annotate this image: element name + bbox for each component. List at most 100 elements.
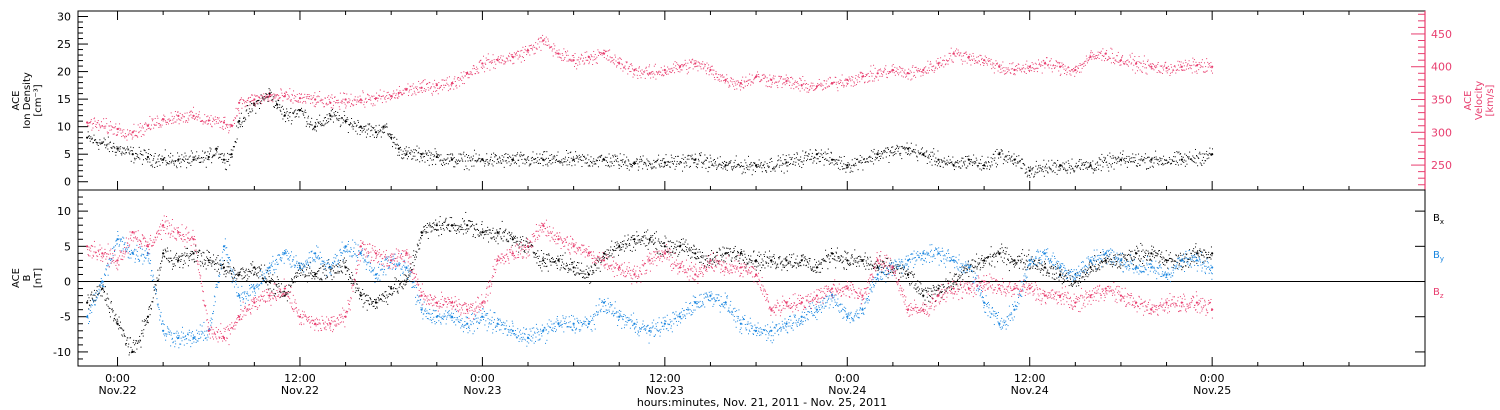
density-sample <box>519 154 521 156</box>
velocity-sample <box>378 94 380 96</box>
velocity-sample <box>400 92 402 94</box>
velocity-point <box>238 101 241 104</box>
velocity-sample <box>238 112 240 114</box>
velocity-sample <box>643 71 645 73</box>
density-sample <box>505 160 507 162</box>
bx-point <box>937 287 940 290</box>
density-sample <box>527 156 529 158</box>
velocity-sample <box>745 76 747 78</box>
velocity-sample <box>342 100 344 102</box>
density-sample <box>282 108 284 110</box>
density-sample <box>224 168 226 170</box>
velocity-sample <box>822 85 824 87</box>
bx-sample <box>233 276 235 278</box>
density-sample <box>246 109 248 111</box>
density-sample <box>229 164 231 166</box>
bx-sample <box>178 255 180 257</box>
density-sample <box>811 155 813 157</box>
density-sample <box>1206 150 1208 152</box>
velocity-sample <box>900 71 902 73</box>
density-sample <box>1146 168 1148 170</box>
density-sample <box>226 169 228 171</box>
velocity-sample <box>878 69 880 71</box>
velocity-sample <box>782 78 784 80</box>
density-sample <box>957 160 959 162</box>
density-sample <box>906 147 908 149</box>
density-sample <box>439 159 441 161</box>
density-sample <box>88 136 90 138</box>
velocity-sample <box>919 70 921 72</box>
density-sample <box>1083 162 1085 164</box>
density-sample <box>562 158 564 160</box>
density-sample <box>233 146 235 148</box>
density-sample <box>526 158 528 160</box>
density-sample <box>1039 170 1041 172</box>
velocity-sample <box>91 123 93 125</box>
velocity-sample <box>423 88 425 90</box>
density-sample <box>141 163 143 165</box>
density-sample <box>319 114 321 116</box>
density-sample <box>145 158 147 160</box>
density-sample <box>1082 168 1084 170</box>
velocity-sample <box>685 62 687 64</box>
bx-sample <box>182 263 184 265</box>
density-sample <box>687 154 689 156</box>
velocity-sample <box>508 56 510 58</box>
velocity-sample <box>969 59 971 61</box>
density-sample <box>693 159 695 161</box>
density-sample <box>891 152 893 154</box>
density-sample <box>593 158 595 160</box>
velocity-sample <box>440 85 442 87</box>
velocity-sample <box>948 60 950 62</box>
density-sample <box>1052 170 1054 172</box>
velocity-sample <box>1098 57 1100 59</box>
velocity-sample <box>122 135 124 137</box>
bx-sample <box>263 278 265 280</box>
density-sample <box>983 168 985 170</box>
velocity-sample <box>769 78 771 80</box>
density-sample <box>357 121 359 123</box>
velocity-sample <box>351 102 353 104</box>
density-sample <box>1101 153 1103 155</box>
velocity-sample <box>211 126 213 128</box>
density-sample <box>122 147 124 149</box>
density-sample <box>1164 159 1166 161</box>
velocity-sample <box>1206 70 1208 72</box>
velocity-sample <box>169 119 171 121</box>
density-sample <box>667 160 669 162</box>
density-sample <box>554 161 556 163</box>
density-sample <box>127 149 129 151</box>
density-sample <box>133 162 135 164</box>
velocity-sample <box>228 132 230 134</box>
velocity-sample <box>1192 57 1194 59</box>
velocity-sample <box>437 87 439 89</box>
velocity-sample <box>1089 58 1091 60</box>
velocity-point <box>359 98 362 101</box>
density-sample <box>655 167 657 169</box>
density-sample <box>834 159 836 161</box>
velocity-sample <box>301 93 303 95</box>
density-sample <box>698 160 700 162</box>
density-sample <box>696 163 698 165</box>
velocity-sample <box>670 72 672 74</box>
velocity-sample <box>1019 69 1021 71</box>
velocity-sample <box>719 74 721 76</box>
density-sample <box>894 148 896 150</box>
velocity-sample <box>138 131 140 133</box>
density-sample <box>1171 159 1173 161</box>
density-sample <box>1183 159 1185 161</box>
density-sample <box>866 158 868 160</box>
density-sample <box>975 157 977 159</box>
velocity-sample <box>307 98 309 100</box>
density-sample <box>489 160 491 162</box>
density-sample <box>382 128 384 130</box>
density-sample <box>627 159 629 161</box>
density-sample <box>156 165 158 167</box>
velocity-sample <box>531 48 533 50</box>
velocity-sample <box>121 129 123 131</box>
density-sample <box>1092 172 1094 174</box>
velocity-sample <box>918 70 920 72</box>
density-sample <box>302 110 304 112</box>
density-sample <box>1065 170 1067 172</box>
density-sample <box>220 153 222 155</box>
